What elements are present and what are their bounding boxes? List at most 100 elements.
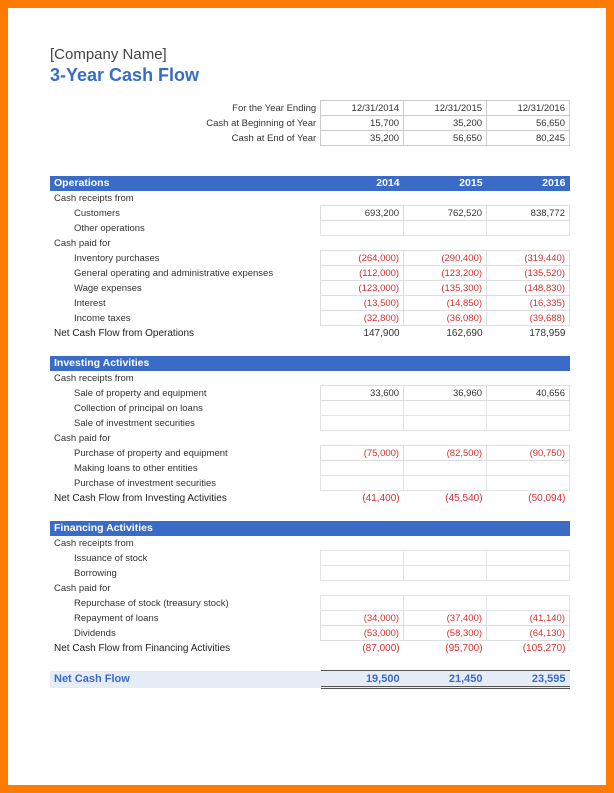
- data-cell: (319,440): [487, 251, 570, 266]
- spacer: [50, 506, 570, 521]
- summary-value: 56,650: [487, 116, 570, 131]
- final-label: Net Cash Flow: [50, 671, 321, 688]
- net-value: 162,690: [404, 326, 487, 341]
- net-value: (50,094): [487, 491, 570, 506]
- summary-label: For the Year Ending: [50, 101, 321, 116]
- net-row: Net Cash Flow from Financing Activities(…: [50, 641, 570, 656]
- group-row: Cash receipts from: [50, 536, 570, 551]
- row-label: Collection of principal on loans: [50, 401, 321, 416]
- summary-row: Cash at End of Year35,20056,65080,245: [50, 131, 570, 146]
- section-header: Operations201420152016: [50, 176, 570, 191]
- data-cell: 762,520: [404, 206, 487, 221]
- final-value: 19,500: [321, 671, 404, 688]
- section-year: 2014: [321, 176, 404, 191]
- row-label: Purchase of property and equipment: [50, 446, 321, 461]
- group-row: Cash paid for: [50, 431, 570, 446]
- net-row: Net Cash Flow from Investing Activities (…: [50, 491, 570, 506]
- data-cell-empty: [321, 551, 404, 566]
- data-cell: 693,200: [321, 206, 404, 221]
- data-row: Repayment of loans(34,000)(37,400)(41,14…: [50, 611, 570, 626]
- data-cell-empty: [487, 476, 570, 491]
- section-header: Financing Activities: [50, 521, 570, 536]
- data-row: Purchase of investment securities: [50, 476, 570, 491]
- net-value: (105,270): [487, 641, 570, 656]
- section-year: [487, 521, 570, 536]
- spacer: [50, 656, 570, 671]
- company-name: [Company Name]: [50, 46, 570, 63]
- data-cell: 36,960: [404, 386, 487, 401]
- summary-value: 15,700: [321, 116, 404, 131]
- report-title: 3-Year Cash Flow: [50, 65, 570, 86]
- data-cell-empty: [487, 596, 570, 611]
- group-label: Cash receipts from: [50, 536, 321, 551]
- summary-row: For the Year Ending12/31/201412/31/20151…: [50, 101, 570, 116]
- data-cell: (290,400): [404, 251, 487, 266]
- data-cell: (14,850): [404, 296, 487, 311]
- section-year: [404, 356, 487, 371]
- data-row: Customers693,200762,520838,772: [50, 206, 570, 221]
- section-year: [487, 356, 570, 371]
- data-cell: (37,400): [404, 611, 487, 626]
- data-cell-empty: [404, 461, 487, 476]
- data-cell-empty: [487, 401, 570, 416]
- data-cell-empty: [487, 416, 570, 431]
- data-cell-empty: [487, 551, 570, 566]
- data-cell-empty: [321, 221, 404, 236]
- data-row: Dividends(53,000)(58,300)(64,130): [50, 626, 570, 641]
- final-value: 23,595: [487, 671, 570, 688]
- group-row: Cash paid for: [50, 581, 570, 596]
- summary-value: 12/31/2016: [487, 101, 570, 116]
- section-year: 2015: [404, 176, 487, 191]
- net-label: Net Cash Flow from Investing Activities: [50, 491, 321, 506]
- data-cell: 838,772: [487, 206, 570, 221]
- row-label: Customers: [50, 206, 321, 221]
- spacer: [50, 161, 570, 176]
- data-cell: (58,300): [404, 626, 487, 641]
- row-label: Dividends: [50, 626, 321, 641]
- row-label: Income taxes: [50, 311, 321, 326]
- group-label: Cash paid for: [50, 236, 321, 251]
- section-year: [404, 521, 487, 536]
- summary-value: 12/31/2015: [404, 101, 487, 116]
- row-label: Borrowing: [50, 566, 321, 581]
- data-cell: (135,520): [487, 266, 570, 281]
- summary-label: Cash at End of Year: [50, 131, 321, 146]
- net-value: 147,900: [321, 326, 404, 341]
- section-title: Investing Activities: [50, 356, 321, 371]
- data-cell: (16,335): [487, 296, 570, 311]
- cashflow-table: For the Year Ending12/31/201412/31/20151…: [50, 100, 570, 689]
- data-cell-empty: [321, 476, 404, 491]
- data-cell: (123,000): [321, 281, 404, 296]
- data-row: Sale of property and equipment33,60036,9…: [50, 386, 570, 401]
- data-cell: (34,000): [321, 611, 404, 626]
- section-year: [321, 521, 404, 536]
- data-cell-empty: [404, 476, 487, 491]
- data-cell: (75,000): [321, 446, 404, 461]
- data-row: Purchase of property and equipment(75,00…: [50, 446, 570, 461]
- data-cell: (53,000): [321, 626, 404, 641]
- data-cell-empty: [321, 566, 404, 581]
- data-cell-empty: [321, 401, 404, 416]
- spacer: [50, 341, 570, 356]
- group-label: Cash receipts from: [50, 371, 321, 386]
- group-label: Cash paid for: [50, 431, 321, 446]
- row-label: Issuance of stock: [50, 551, 321, 566]
- data-cell: (112,000): [321, 266, 404, 281]
- section-year: [321, 356, 404, 371]
- data-cell: (32,800): [321, 311, 404, 326]
- row-label: Purchase of investment securities: [50, 476, 321, 491]
- data-cell-empty: [404, 401, 487, 416]
- data-cell-empty: [487, 461, 570, 476]
- summary-value: 35,200: [404, 116, 487, 131]
- row-label: Repurchase of stock (treasury stock): [50, 596, 321, 611]
- data-row: General operating and administrative exp…: [50, 266, 570, 281]
- group-label: Cash receipts from: [50, 191, 321, 206]
- summary-row: Cash at Beginning of Year15,70035,20056,…: [50, 116, 570, 131]
- final-row: Net Cash Flow19,50021,45023,595: [50, 671, 570, 688]
- data-cell: 33,600: [321, 386, 404, 401]
- cashflow-page: [Company Name] 3-Year Cash Flow For the …: [8, 8, 606, 785]
- row-label: Repayment of loans: [50, 611, 321, 626]
- section-title: Financing Activities: [50, 521, 321, 536]
- data-cell-empty: [487, 221, 570, 236]
- row-label: Sale of investment securities: [50, 416, 321, 431]
